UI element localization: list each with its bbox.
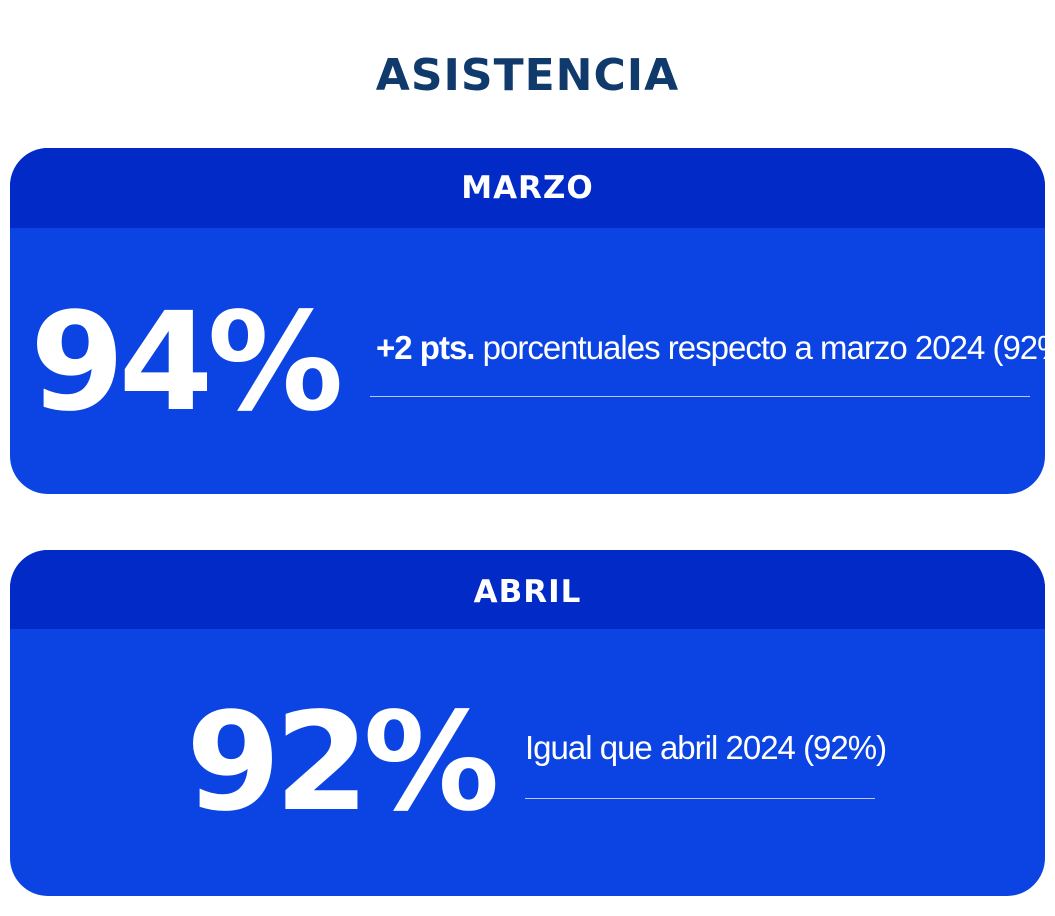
divider-line — [370, 396, 1030, 397]
card-marzo: MARZO 94% +2 pts. porcentuales respecto … — [10, 148, 1045, 494]
comparison-note-text: porcentuales respecto a marzo 2024 (92%) — [474, 329, 1045, 366]
card-header-month: ABRIL — [10, 550, 1045, 629]
card-abril: ABRIL 92% Igual que abril 2024 (92%) — [10, 550, 1045, 896]
page-title: ASISTENCIA — [375, 50, 680, 101]
comparison-note: +2 pts. porcentuales respecto a marzo 20… — [376, 328, 1045, 368]
comparison-note: Igual que abril 2024 (92%) — [525, 728, 887, 768]
card-header-month: MARZO — [10, 148, 1045, 228]
divider-line — [525, 798, 875, 799]
comparison-note-highlight: +2 pts. — [376, 329, 475, 366]
attendance-percentage: 94% — [30, 284, 344, 442]
attendance-percentage: 92% — [186, 684, 500, 842]
comparison-note-text: Igual que abril 2024 (92%) — [525, 729, 887, 766]
